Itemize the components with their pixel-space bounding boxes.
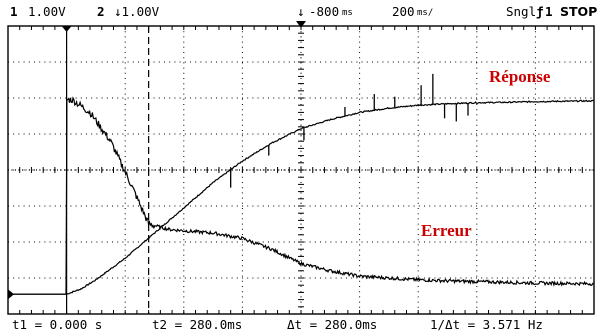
- cursor-t2[interactable]: t2 = 280.0ms: [152, 317, 243, 332]
- timebase-unit: ms/: [417, 8, 434, 18]
- acquisition-mode[interactable]: Sngl: [506, 4, 537, 19]
- run-state[interactable]: STOP: [560, 4, 598, 19]
- channel1-scale[interactable]: 1.00V: [28, 4, 66, 19]
- channel1-number[interactable]: 1: [10, 4, 18, 19]
- cursor-frequency[interactable]: 1/Δt = 3.571 Hz: [430, 317, 543, 332]
- response-label: Réponse: [489, 67, 551, 86]
- error-label: Erreur: [421, 221, 472, 240]
- cursor-readout: t1 = 0.000 s t2 = 280.0ms Δt = 280.0ms 1…: [0, 316, 599, 336]
- channel2-number[interactable]: 2: [97, 4, 105, 19]
- status-bar: 1 1.00V 2 ↓1.00V ↓ -800 ms 200 ms/ Sngl …: [0, 0, 599, 22]
- trigger-source[interactable]: 1: [545, 4, 553, 19]
- cursor-delta[interactable]: Δt = 280.0ms: [287, 317, 378, 332]
- response-trace: [8, 99, 594, 295]
- error-trace: [8, 96, 594, 295]
- cursor-t1-marker: [61, 26, 72, 32]
- cursor-t1[interactable]: t1 = 0.000 s: [12, 317, 103, 332]
- trigger-time-marker: [296, 21, 306, 28]
- trigger-position-unit: ms: [342, 8, 353, 18]
- timebase[interactable]: 200: [392, 4, 415, 19]
- channel2-scale[interactable]: ↓1.00V: [114, 4, 160, 19]
- trigger-marker-icon: ↓: [297, 4, 305, 19]
- trigger-position[interactable]: -800: [309, 4, 340, 19]
- trigger-edge-icon: ƒ: [536, 4, 544, 19]
